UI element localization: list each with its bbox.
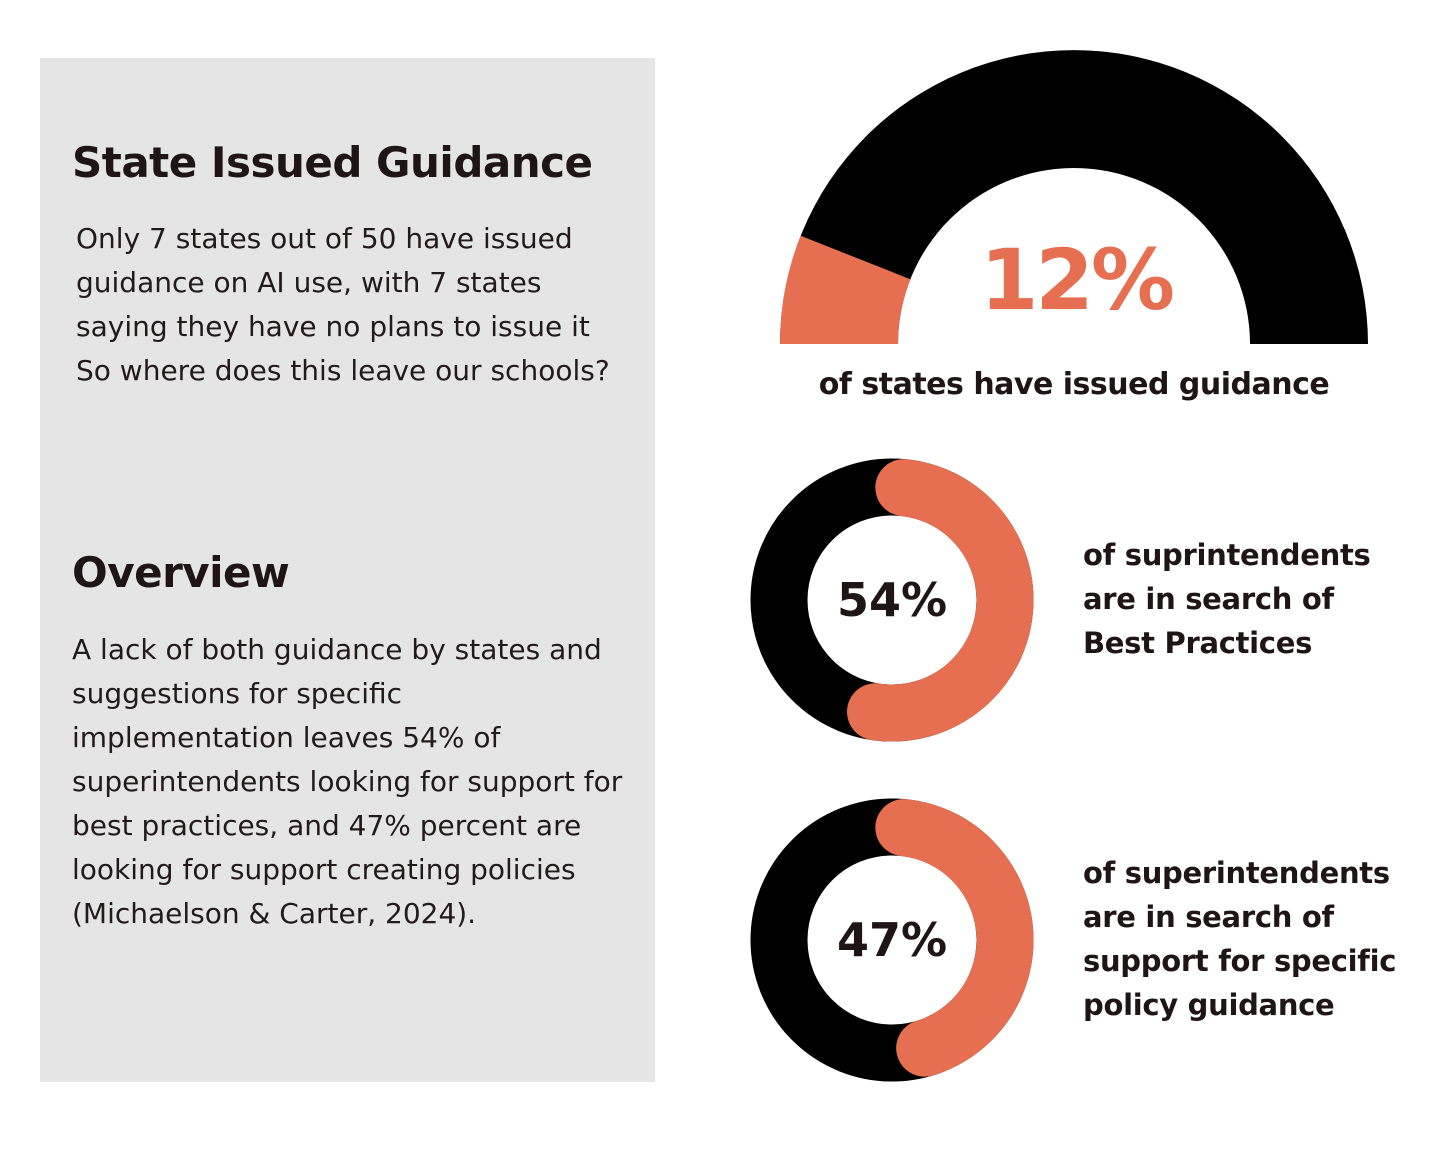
donut2-fill-arc (875, 799, 1034, 1077)
state-guidance-heading: State Issued Guidance (72, 138, 593, 187)
gauge-track (780, 50, 1368, 344)
donut1-fill-arc (846, 459, 1034, 742)
donut1-caption-line: Best Practices (1083, 626, 1313, 660)
info-panel (40, 58, 655, 1082)
donut2-caption-line: of superintendents (1083, 856, 1390, 890)
donut2-caption-line: policy guidance (1083, 988, 1335, 1022)
donut-chart-best-practices: 54% (750, 458, 1034, 742)
donut2-caption: of superintendents are in search of supp… (1083, 851, 1396, 1027)
donut1-caption-line: are in search of (1083, 582, 1334, 616)
donut2-value-label: 47% (837, 913, 947, 967)
donut1-caption-line: of suprintendents (1083, 538, 1371, 572)
overview-heading: Overview (72, 548, 290, 597)
donut-chart-policy-guidance: 47% (750, 798, 1034, 1082)
gauge-caption: of states have issued guidance (819, 367, 1329, 402)
state-guidance-paragraph: Only 7 states out of 50 have issued guid… (76, 222, 610, 387)
donut2-caption-line: are in search of (1083, 900, 1334, 934)
donut2-caption-line: support for specific (1083, 944, 1397, 978)
gauge-chart: 12% of states have issued guidance (779, 50, 1368, 402)
donut1-value-label: 54% (837, 573, 947, 627)
gauge-value-label: 12% (980, 231, 1173, 329)
overview-paragraph: A lack of both guidance by states and su… (72, 633, 623, 930)
donut1-caption: of suprintendents are in search of Best … (1083, 533, 1371, 665)
gauge-fill-arc (779, 235, 911, 344)
